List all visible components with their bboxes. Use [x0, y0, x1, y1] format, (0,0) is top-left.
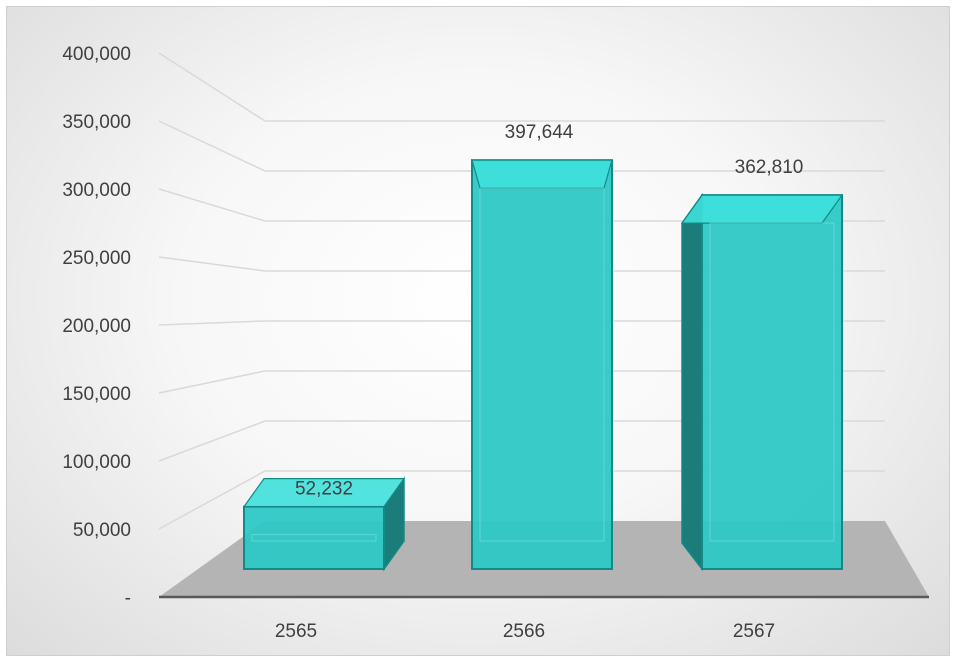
gridline-side	[158, 470, 266, 530]
bar-2566	[471, 159, 613, 570]
data-label: 52,232	[295, 479, 353, 500]
bar-front-face	[471, 159, 613, 570]
chart-area: - 50,000 100,000 150,000 200,000 250,000 300,0…	[6, 6, 950, 656]
bar-2567	[680, 192, 844, 572]
data-label: 397,644	[505, 122, 574, 143]
bar-top-face	[471, 159, 613, 189]
y-tick-label: -	[125, 588, 131, 609]
gridline-side	[158, 52, 266, 122]
gridline-side	[158, 188, 266, 222]
gridline-side	[158, 420, 266, 462]
y-tick-label: 250,000	[62, 248, 131, 269]
bar-front-face	[243, 505, 385, 570]
bar-inner-edge	[479, 187, 605, 542]
y-tick-label: 150,000	[62, 384, 131, 405]
gridline-side	[158, 320, 266, 326]
y-tick-label: 200,000	[62, 316, 131, 337]
y-tick-label: 400,000	[62, 44, 131, 65]
bar-2565	[242, 476, 406, 572]
y-tick-label: 300,000	[62, 180, 131, 201]
bar-chart-3d: - 50,000 100,000 150,000 200,000 250,000 300,0…	[62, 44, 929, 642]
gridline-side	[158, 370, 266, 394]
bar-top-face	[680, 194, 844, 224]
y-tick-label: 100,000	[62, 452, 131, 473]
bar-front-face	[701, 194, 843, 570]
bar-inner-edge	[709, 222, 835, 542]
data-label: 362,810	[735, 157, 804, 178]
gridline-side	[158, 120, 266, 172]
y-tick-label: 350,000	[62, 112, 131, 133]
gridline-side	[158, 256, 266, 272]
bar-inner-edge	[251, 534, 377, 542]
x-tick-label: 2566	[503, 621, 545, 642]
bar-side-face	[681, 192, 703, 572]
y-tick-label: 50,000	[73, 520, 131, 541]
bar-top-face	[242, 478, 406, 508]
x-tick-label: 2565	[275, 621, 317, 642]
x-tick-label: 2567	[733, 621, 775, 642]
